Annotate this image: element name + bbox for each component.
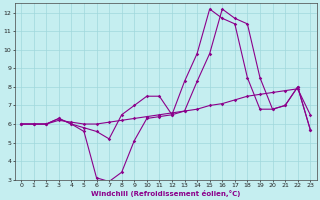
X-axis label: Windchill (Refroidissement éolien,°C): Windchill (Refroidissement éolien,°C) [91, 190, 240, 197]
